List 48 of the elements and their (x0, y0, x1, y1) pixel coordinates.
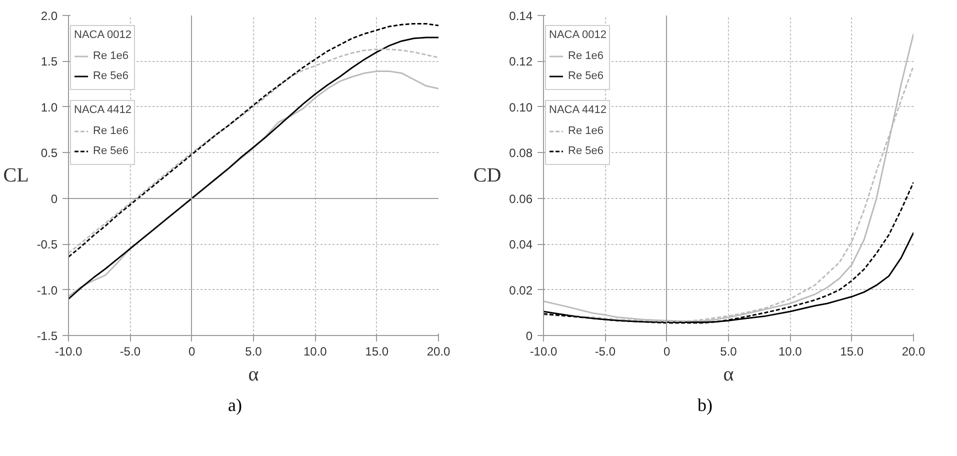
x-tick-label: -5.0 (120, 344, 141, 358)
x-tick-label: 5.0 (245, 344, 262, 358)
x-axis-title: α (248, 364, 260, 386)
x-tick-label: 20.0 (902, 344, 926, 358)
y-tick-label: 1.5 (40, 54, 58, 69)
x-tick-label: 5.0 (720, 344, 738, 358)
annotation: NACA 4412 (549, 104, 606, 116)
text: b) (698, 394, 712, 417)
x-tick-label: -10.0 (530, 344, 558, 358)
y-tick-label: 0 (526, 329, 533, 343)
x-tick-label: 15.0 (840, 344, 864, 358)
legend-label: Re 1e6 (568, 125, 604, 137)
x-tick-label: 20.0 (426, 344, 451, 358)
y-axis-title: CD (473, 164, 502, 186)
y-tick-label: -1.0 (36, 283, 58, 298)
y-tick-label: 0.5 (40, 146, 58, 160)
legend-label: Re 5e6 (568, 145, 604, 157)
y-tick-label: 0.14 (509, 9, 533, 23)
y-tick-label: 1.0 (40, 100, 58, 114)
x-tick-label: 0 (663, 344, 670, 358)
y-tick-label: -0.5 (36, 238, 58, 252)
x-tick-label: -5.0 (594, 344, 616, 358)
annotation: NACA 0012 (74, 29, 132, 41)
y-tick-label: 0.04 (509, 238, 533, 252)
y-tick-label: 2.0 (40, 9, 58, 23)
x-tick-label: -10.0 (54, 344, 82, 358)
legend-label: Re 1e6 (568, 50, 604, 62)
y-tick-label: 0 (50, 192, 58, 206)
legend-label: Re 5e6 (568, 70, 604, 82)
y-tick-label: 0.06 (509, 192, 533, 206)
x-tick-label: 10.0 (778, 344, 802, 358)
y-tick-label: 0.02 (509, 283, 533, 298)
y-tick-label: 0.10 (509, 100, 533, 114)
legend-label: Re 1e6 (93, 50, 128, 62)
annotation: NACA 0012 (549, 29, 606, 41)
legend-label: Re 1e6 (93, 125, 128, 137)
y-tick-label: 0.12 (509, 54, 533, 69)
text: a) (228, 394, 242, 417)
y-tick-label: -1.5 (36, 329, 58, 343)
x-tick-label: 15.0 (365, 344, 389, 358)
y-tick-label: 0.08 (509, 146, 533, 160)
legend-label: Re 5e6 (93, 145, 128, 157)
x-tick-label: 10.0 (303, 344, 328, 358)
annotation: NACA 4412 (74, 104, 132, 116)
x-tick-label: 0 (188, 344, 196, 358)
x-axis-title: α (723, 364, 734, 386)
y-axis-title: CL (3, 164, 29, 186)
legend-label: Re 5e6 (93, 70, 128, 82)
